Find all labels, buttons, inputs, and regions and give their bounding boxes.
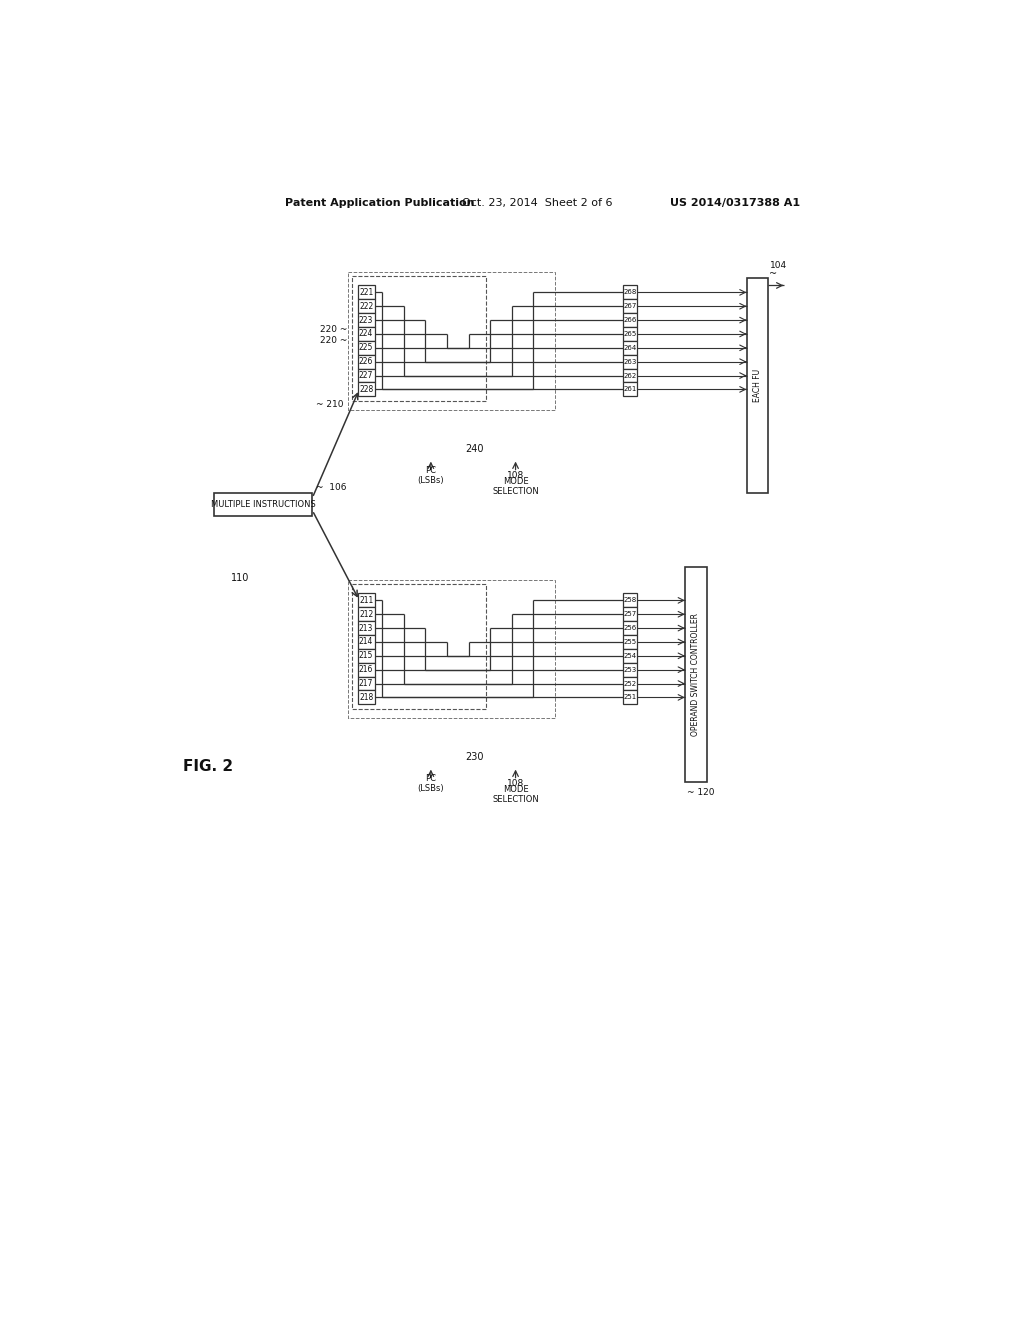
Bar	[624, 341, 637, 355]
Text: 108: 108	[507, 471, 524, 480]
Text: ~  106: ~ 106	[316, 483, 347, 491]
Text: 213: 213	[359, 623, 374, 632]
Text: 218: 218	[359, 693, 374, 702]
Text: 227: 227	[359, 371, 374, 380]
Text: 221: 221	[359, 288, 374, 297]
Bar	[624, 594, 637, 607]
Bar	[357, 690, 375, 705]
Bar	[357, 607, 375, 622]
Text: 251: 251	[624, 694, 637, 701]
Text: 263: 263	[624, 359, 637, 364]
Bar	[357, 677, 375, 690]
Bar	[624, 327, 637, 341]
Text: 217: 217	[359, 678, 374, 688]
Text: OPERAND SWITCH CONTROLLER: OPERAND SWITCH CONTROLLER	[691, 612, 700, 735]
Bar	[357, 383, 375, 396]
Bar	[624, 607, 637, 622]
Bar	[357, 327, 375, 341]
Text: 265: 265	[624, 331, 637, 337]
Bar	[357, 285, 375, 300]
Text: 211: 211	[359, 595, 374, 605]
Bar	[214, 494, 312, 516]
Text: ~ 120: ~ 120	[687, 788, 715, 797]
Text: 220 ~: 220 ~	[319, 325, 347, 334]
Text: EACH FU: EACH FU	[753, 370, 762, 403]
Text: 255: 255	[624, 639, 637, 645]
Text: 267: 267	[624, 304, 637, 309]
Bar	[357, 368, 375, 383]
Bar	[357, 635, 375, 649]
Bar	[357, 663, 375, 677]
Bar	[357, 355, 375, 368]
Bar	[624, 313, 637, 327]
Text: ~: ~	[769, 269, 777, 279]
Text: US 2014/0317388 A1: US 2014/0317388 A1	[670, 198, 800, 209]
Bar	[624, 300, 637, 313]
Text: 223: 223	[359, 315, 374, 325]
Bar	[357, 649, 375, 663]
Text: PC
(LSBs): PC (LSBs)	[418, 774, 444, 793]
Bar	[624, 285, 637, 300]
Bar	[357, 300, 375, 313]
Bar	[624, 383, 637, 396]
Bar	[624, 622, 637, 635]
Bar	[357, 622, 375, 635]
Text: 104: 104	[770, 261, 786, 269]
Bar	[624, 677, 637, 690]
Text: 110: 110	[230, 573, 249, 583]
Text: 262: 262	[624, 372, 637, 379]
Text: 256: 256	[624, 626, 637, 631]
Bar	[351, 276, 485, 401]
Bar	[624, 368, 637, 383]
Text: 212: 212	[359, 610, 374, 619]
Text: 220 ~: 220 ~	[319, 337, 347, 346]
Text: 254: 254	[624, 653, 637, 659]
Text: 268: 268	[624, 289, 637, 296]
Text: PC
(LSBs): PC (LSBs)	[418, 466, 444, 486]
Text: MULTIPLE INSTRUCTIONS: MULTIPLE INSTRUCTIONS	[211, 500, 315, 510]
Text: 253: 253	[624, 667, 637, 673]
Text: Patent Application Publication: Patent Application Publication	[285, 198, 474, 209]
Bar	[351, 585, 485, 709]
Text: 216: 216	[359, 665, 374, 675]
Text: 108: 108	[507, 779, 524, 788]
Text: 261: 261	[624, 387, 637, 392]
Text: 266: 266	[624, 317, 637, 323]
Text: 214: 214	[359, 638, 374, 647]
Text: ~ 210: ~ 210	[316, 400, 344, 408]
Bar	[357, 341, 375, 355]
Bar	[624, 690, 637, 705]
Text: MODE
SELECTION: MODE SELECTION	[493, 784, 539, 804]
Text: MODE
SELECTION: MODE SELECTION	[493, 477, 539, 496]
Text: 215: 215	[359, 651, 374, 660]
Bar	[685, 566, 707, 781]
Text: FIG. 2: FIG. 2	[183, 759, 233, 775]
Text: 224: 224	[359, 330, 374, 338]
Bar	[348, 272, 555, 411]
Text: 264: 264	[624, 345, 637, 351]
Text: 226: 226	[359, 358, 374, 366]
Bar	[624, 663, 637, 677]
Text: 225: 225	[359, 343, 374, 352]
Bar	[357, 594, 375, 607]
Text: 222: 222	[359, 302, 374, 310]
Bar	[624, 355, 637, 368]
Text: Oct. 23, 2014  Sheet 2 of 6: Oct. 23, 2014 Sheet 2 of 6	[462, 198, 612, 209]
Text: 252: 252	[624, 681, 637, 686]
Text: 230: 230	[466, 752, 484, 763]
Text: 228: 228	[359, 385, 374, 393]
Bar	[348, 579, 555, 718]
Text: 257: 257	[624, 611, 637, 618]
Bar	[624, 635, 637, 649]
Bar	[357, 313, 375, 327]
Bar	[746, 277, 768, 494]
Bar	[624, 649, 637, 663]
Text: 240: 240	[466, 445, 484, 454]
Text: 258: 258	[624, 598, 637, 603]
